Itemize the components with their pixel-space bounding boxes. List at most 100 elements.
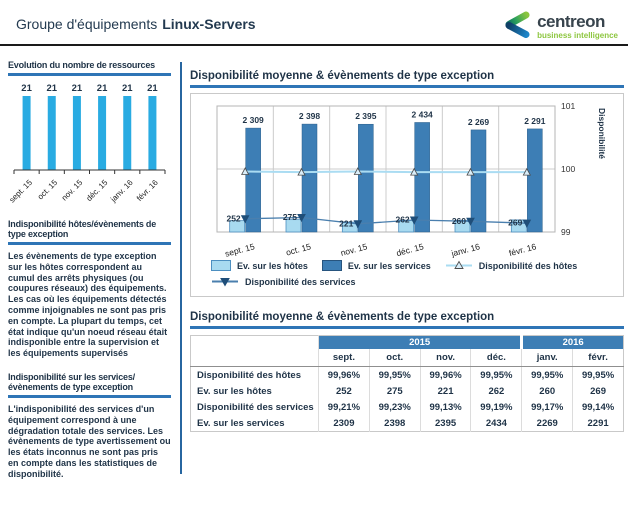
right-axis-tick: 99 xyxy=(561,227,571,237)
centreon-logo: centreon business intelligence xyxy=(500,7,618,46)
mini-bar-label: 21 xyxy=(21,83,32,94)
bar-ev-services xyxy=(414,122,430,233)
mini-bar xyxy=(47,96,56,170)
bar-ev-services-label: 2 269 xyxy=(468,117,490,127)
legend-label: Disponibilité des hôtes xyxy=(478,260,578,271)
bar-ev-hotes-label: 260 xyxy=(452,216,466,226)
marker-triangle-up xyxy=(353,167,363,175)
sidebar: Evolution du nombre de ressources 21 21 21… xyxy=(8,60,171,480)
bar-ev-services xyxy=(470,129,487,233)
bar-ev-services xyxy=(245,127,261,233)
legend-item: Ev. sur les hôtes xyxy=(211,260,308,271)
table-year-header: 2016 xyxy=(520,335,624,349)
table-month-header: janv. xyxy=(521,349,573,367)
marker-triangle-up xyxy=(297,167,306,176)
legend-swatch xyxy=(211,260,231,271)
table-year-row: 2015 2016 xyxy=(191,335,624,350)
table-month-header: sept. xyxy=(318,349,370,367)
chart-section-title: Disponibilité moyenne & évènements de ty… xyxy=(190,70,624,88)
availability-chart-card: 2 309 2 398 2 395 2 434 2 269 2 291 252 275 221 2… xyxy=(190,93,624,297)
bar-ev-services-label: 2 398 xyxy=(299,111,321,121)
mini-x-label: janv. 16 xyxy=(108,178,135,204)
table-cell: 99,23% xyxy=(368,399,421,415)
mini-bar xyxy=(148,96,157,170)
table-cell: 99,95% xyxy=(470,366,522,383)
marker-triangle-up xyxy=(522,167,532,176)
mini-x-label: nov. 15 xyxy=(60,178,85,203)
bar-ev-hotes xyxy=(229,220,246,233)
table-cell: 269 xyxy=(572,383,624,399)
availability-combo-chart: 2 309 2 398 2 395 2 434 2 269 2 291 252 275 221 2… xyxy=(216,101,607,258)
bar-ev-services-label: 2 309 xyxy=(243,115,265,125)
bar-ev-hotes-label: 275 xyxy=(283,212,297,222)
legend-label: Disponibilité des services xyxy=(245,276,356,287)
table-cell: 99,95% xyxy=(368,366,421,383)
plot-border xyxy=(216,105,556,233)
marker-triangle-down xyxy=(297,214,306,223)
legend-item: Disponibilité des services xyxy=(211,276,356,287)
table-cell: 2395 xyxy=(419,415,471,432)
table-year-header: 2015 xyxy=(317,335,522,349)
availability-table: 2015 2016 sept. oct. nov. déc. janv. févr. Dispo… xyxy=(190,335,624,432)
table-month-row: sept. oct. nov. déc. janv. févr. xyxy=(190,349,624,367)
table-cell: 99,19% xyxy=(470,399,522,415)
table-cell: 99,95% xyxy=(521,366,573,383)
marker-triangle-down xyxy=(353,220,363,229)
marker-triangle-down xyxy=(409,216,419,225)
table-row: Disponibilité des services 99,21% 99,23% 99… xyxy=(191,399,624,415)
bar-ev-services xyxy=(301,123,318,233)
table-corner-cell xyxy=(191,336,319,350)
table-row-label: Ev. sur les hôtes xyxy=(197,385,272,397)
legend-item: Disponibilité des hôtes xyxy=(445,260,578,271)
table-row: Disponibilité des hôtes 99,96% 99,95% 99,96… xyxy=(191,366,624,383)
mini-x-label: déc. 15 xyxy=(85,178,110,203)
bar-ev-services-label: 2 291 xyxy=(524,116,546,126)
line-dispo-hotes xyxy=(245,170,527,174)
table-row: Ev. sur les hôtes 252 275 221 262 260 269 xyxy=(191,383,624,399)
table-cell: 99,21% xyxy=(318,399,370,415)
chart-legend: Ev. sur les hôtes Ev. sur les services Dis… xyxy=(197,258,607,287)
equipment-group-name: Linux-Servers xyxy=(162,16,256,32)
table-cell: 99,96% xyxy=(419,366,471,383)
mini-bar xyxy=(98,96,107,170)
legend-label: Ev. sur les hôtes xyxy=(237,260,308,271)
table-cell: 275 xyxy=(368,383,421,399)
marker-triangle-down xyxy=(240,215,250,224)
x-axis-label: nov. 15 xyxy=(339,241,368,258)
marker-triangle-down xyxy=(522,219,532,228)
bar-ev-hotes xyxy=(454,219,471,233)
right-axis-tick: 100 xyxy=(561,164,575,174)
x-axis-label: sept. 15 xyxy=(224,241,256,258)
line-dispo-services xyxy=(245,216,527,225)
hosts-unavailability-text: Les évènements de type exception sur les… xyxy=(8,251,168,359)
marker-triangle-up xyxy=(409,167,419,176)
table-row-label: Ev. sur les services xyxy=(197,417,285,429)
table-cell: 99,96% xyxy=(318,366,370,383)
mini-x-label: févr. 16 xyxy=(135,178,160,203)
bar-ev-services xyxy=(527,128,543,233)
page-title-prefix: Groupe d'équipements xyxy=(16,16,158,32)
legend-swatch xyxy=(321,260,342,271)
table-cell: 99,13% xyxy=(419,399,471,415)
bar-ev-services xyxy=(358,123,374,233)
hosts-unavailability-heading: Indisponibilité hôtes/évènements de type… xyxy=(8,219,171,245)
table-empty-cell xyxy=(190,349,319,367)
table-cell: 2269 xyxy=(521,415,573,432)
services-unavailability-heading: Indisponibilité sur les services/ évènem… xyxy=(8,372,171,398)
x-axis-label: janv. 16 xyxy=(449,241,481,258)
x-axis-label: oct. 15 xyxy=(285,241,312,257)
centreon-logo-text: centreon business intelligence xyxy=(537,13,618,40)
table-month-header: déc. xyxy=(470,349,522,367)
report-header: Groupe d'équipements Linux-Servers xyxy=(0,0,628,46)
mini-x-label: oct. 15 xyxy=(36,178,60,202)
table-cell: 2309 xyxy=(318,415,370,432)
mini-bar-label: 21 xyxy=(97,83,108,94)
mini-bar-label: 21 xyxy=(72,83,83,94)
services-unavailability-text: L'indisponibilité des services d'un équi… xyxy=(8,403,171,479)
table-cell: 2398 xyxy=(368,415,421,432)
mini-bar xyxy=(22,96,31,170)
table-cell: 2291 xyxy=(572,415,624,432)
legend-item: Ev. sur les services xyxy=(321,260,431,271)
bar-ev-hotes-label: 221 xyxy=(339,218,353,228)
